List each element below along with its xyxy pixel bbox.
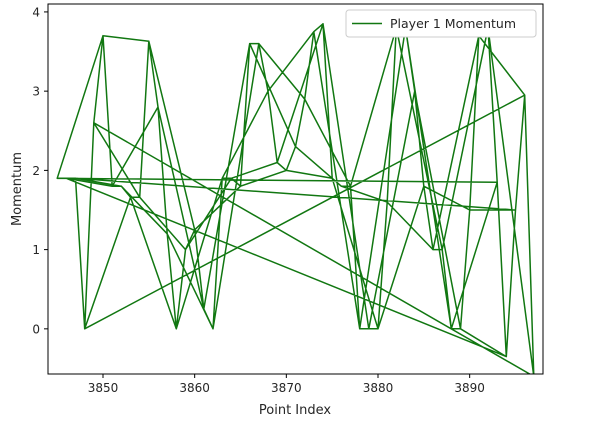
y-tick-label: 4 [32, 5, 40, 19]
x-axis-label: Point Index [259, 403, 332, 418]
y-axis-label: Momentum [10, 152, 25, 226]
y-tick-label: 3 [32, 85, 40, 99]
x-tick-label: 3850 [88, 381, 119, 395]
x-tick-label: 3890 [454, 381, 485, 395]
legend: Player 1 Momentum [345, 9, 537, 38]
x-tick-label: 3880 [363, 381, 394, 395]
x-tick-label: 3860 [179, 381, 210, 395]
y-tick-label: 1 [32, 243, 40, 257]
y-tick-label: 2 [32, 164, 40, 178]
x-tick-label: 3870 [271, 381, 302, 395]
plot-frame [47, 3, 544, 375]
legend-entry-player-1-momentum: Player 1 Momentum [390, 16, 516, 31]
axes-layer: 3850 3860 3870 3880 3890 0 1 2 3 4 [32, 5, 485, 395]
legend-box [345, 9, 537, 38]
y-tick-label: 0 [32, 322, 40, 336]
